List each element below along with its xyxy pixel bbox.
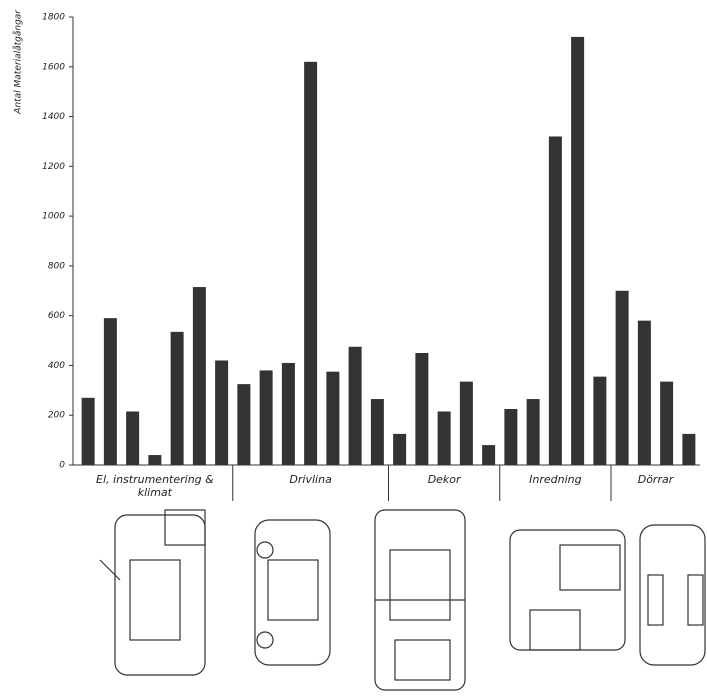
group-label: El, instrumentering & klimat	[89, 473, 221, 499]
chart: Antal Materialåtgångar 0 200 400 600 800 1000…	[0, 0, 707, 696]
bar	[527, 399, 540, 465]
y-tick-label: 400	[48, 361, 65, 371]
car-illustrations	[100, 510, 705, 690]
bar	[415, 353, 428, 465]
y-tick-label: 0	[59, 461, 65, 471]
bar	[237, 384, 250, 465]
y-tick-label: 600	[48, 311, 65, 321]
bar	[504, 409, 517, 465]
bar	[549, 136, 562, 465]
group-label: Inredning	[512, 473, 599, 486]
bar	[104, 318, 117, 465]
bar	[660, 382, 673, 465]
group-label: Dekor	[401, 473, 488, 486]
bar	[349, 347, 362, 465]
page: Antal Materialåtgångar 0 200 400 600 800 1000…	[0, 0, 707, 696]
group-label: Dörrar	[623, 473, 688, 486]
y-axis-title: Antal Materialåtgångar	[13, 9, 24, 115]
y-tick-label: 1400	[42, 112, 65, 122]
bar	[482, 445, 495, 465]
bar	[260, 370, 273, 465]
bar	[171, 332, 184, 465]
y-tick-label: 1200	[42, 162, 65, 172]
bar	[371, 399, 384, 465]
y-tick-label: 800	[48, 261, 65, 271]
bar	[126, 411, 139, 465]
bar	[460, 382, 473, 465]
bar	[616, 291, 629, 465]
bar	[326, 372, 339, 465]
group-label: Drivlina	[245, 473, 377, 486]
bar	[571, 37, 584, 465]
y-tick-label: 1800	[42, 13, 65, 23]
bar	[82, 398, 95, 465]
y-tick-label: 1000	[42, 212, 65, 222]
bar	[638, 321, 651, 465]
bar	[304, 62, 317, 465]
bar	[682, 434, 695, 465]
bar	[148, 455, 161, 465]
y-tick-label: 200	[48, 411, 65, 421]
bar	[193, 287, 206, 465]
y-tick-label: 1600	[42, 62, 65, 72]
bar	[282, 363, 295, 465]
bar	[393, 434, 406, 465]
bar	[438, 411, 451, 465]
bar	[215, 360, 228, 465]
bar	[593, 377, 606, 465]
